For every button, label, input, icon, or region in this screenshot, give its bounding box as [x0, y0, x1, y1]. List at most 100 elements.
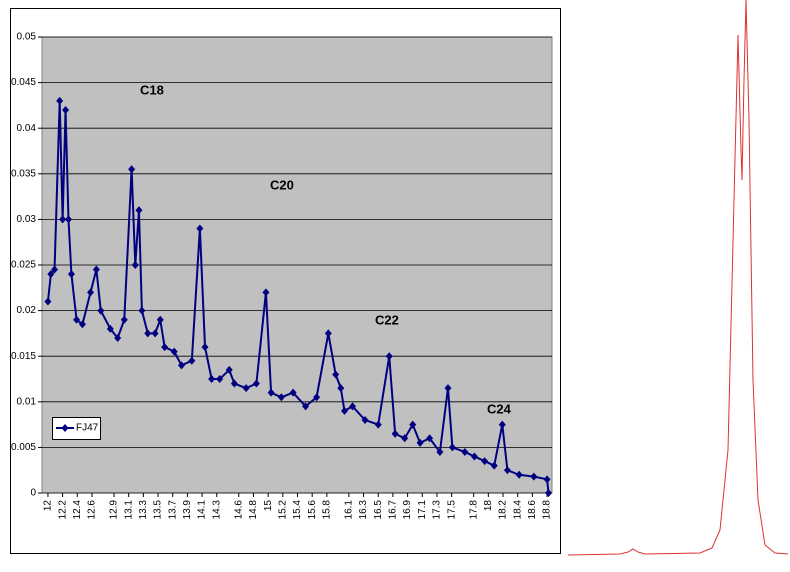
- data-point: [151, 329, 159, 338]
- y-tick-label: 0.05: [17, 32, 37, 43]
- x-tick-label: 18: [483, 500, 494, 512]
- x-tick-label: 17.3: [432, 500, 443, 520]
- annotation: C18: [140, 82, 164, 97]
- data-point: [461, 447, 469, 456]
- legend-marker: [61, 424, 69, 432]
- data-point: [332, 370, 340, 379]
- x-tick-label: 12.6: [87, 500, 98, 520]
- x-tick-label: 12.2: [57, 500, 68, 520]
- data-point: [545, 489, 553, 497]
- x-tick-label: 15.4: [292, 500, 303, 520]
- data-point: [196, 224, 204, 233]
- data-point: [178, 361, 186, 370]
- y-tick-label: 0.035: [11, 168, 36, 179]
- data-point: [120, 315, 128, 324]
- data-point: [409, 420, 417, 429]
- chart-layer: 0 0.005 0.01 0.015 0.02 0.025 0.03 0.035 0.04 0.0…: [11, 32, 553, 520]
- data-point: [59, 215, 67, 224]
- data-point: [498, 420, 506, 429]
- y-tick-label: 0.005: [11, 442, 36, 453]
- data-point: [216, 375, 224, 383]
- data-point: [490, 461, 498, 470]
- chromatogram-trace: [567, 0, 789, 556]
- data-point: [156, 315, 164, 324]
- data-point: [64, 215, 72, 224]
- data-point: [436, 447, 444, 456]
- data-point: [128, 165, 136, 174]
- data-point: [62, 105, 70, 114]
- data-point: [416, 438, 424, 447]
- data-point: [47, 270, 55, 279]
- data-point: [503, 466, 511, 475]
- data-point: [289, 388, 297, 397]
- y-tick-label: 0.03: [17, 214, 37, 225]
- x-tick-label: 15.6: [307, 500, 318, 520]
- y-tick-label: 0.045: [11, 77, 36, 88]
- data-point: [106, 324, 114, 333]
- x-tick-label: 16.5: [373, 500, 384, 520]
- data-point: [448, 443, 456, 452]
- data-point: [470, 452, 478, 461]
- y-tick-label: 0.025: [11, 260, 36, 271]
- legend-box: [52, 417, 101, 440]
- x-tick-label: 14.6: [233, 500, 244, 520]
- data-point: [361, 416, 369, 425]
- x-tick-label: 18.2: [498, 500, 509, 520]
- x-tick-label: 13.5: [153, 500, 164, 520]
- data-point: [144, 329, 152, 338]
- x-tick-label: 17.1: [417, 500, 428, 520]
- data-point: [277, 393, 285, 402]
- y-tick-label: 0.04: [17, 123, 37, 134]
- data-point: [230, 379, 238, 388]
- data-point: [97, 306, 105, 315]
- data-point: [262, 288, 270, 297]
- y-tick-label: 0: [30, 488, 36, 499]
- data-point: [349, 402, 357, 411]
- y-tick-label: 0.015: [11, 351, 36, 362]
- data-point: [131, 261, 139, 269]
- y-tick-label: 0.01: [17, 396, 37, 407]
- data-point: [201, 343, 209, 352]
- data-point: [302, 402, 310, 411]
- data-point: [444, 384, 452, 393]
- data-point: [324, 329, 332, 338]
- data-point: [67, 270, 75, 279]
- x-tick-label: 12: [43, 500, 54, 512]
- data-point: [401, 434, 409, 443]
- data-point: [515, 470, 523, 479]
- data-point: [385, 352, 393, 361]
- x-tick-label: 17.5: [446, 500, 457, 520]
- annotation: C22: [375, 312, 399, 327]
- data-point: [92, 265, 100, 274]
- annotation: C20: [270, 177, 294, 192]
- x-tick-label: 13.1: [123, 500, 134, 520]
- x-tick-label: 15: [263, 500, 274, 512]
- x-tick-label: 14.1: [197, 500, 208, 520]
- data-point: [340, 406, 348, 415]
- data-point: [73, 315, 81, 324]
- data-point: [530, 472, 538, 481]
- data-point: [170, 347, 178, 356]
- data-point: [51, 265, 59, 274]
- x-tick-label: 17.8: [468, 500, 479, 520]
- x-tick-label: 13.7: [167, 500, 178, 520]
- x-tick-label: 12.9: [109, 500, 120, 520]
- data-point: [114, 333, 122, 342]
- data-point: [543, 475, 551, 484]
- data-point: [313, 393, 321, 402]
- data-point: [481, 457, 489, 466]
- x-tick-label: 15.8: [322, 500, 333, 520]
- data-point: [242, 384, 250, 393]
- data-point: [87, 288, 95, 297]
- annotation: C24: [487, 401, 512, 416]
- x-tick-label: 15.2: [277, 500, 288, 520]
- x-tick-label: 12.4: [72, 500, 83, 520]
- data-point: [337, 384, 345, 393]
- data-point: [267, 388, 275, 397]
- data-point: [374, 420, 382, 429]
- data-point: [391, 429, 399, 438]
- data-point: [78, 320, 86, 329]
- data-point: [135, 206, 143, 215]
- x-tick-label: 18.8: [542, 500, 553, 520]
